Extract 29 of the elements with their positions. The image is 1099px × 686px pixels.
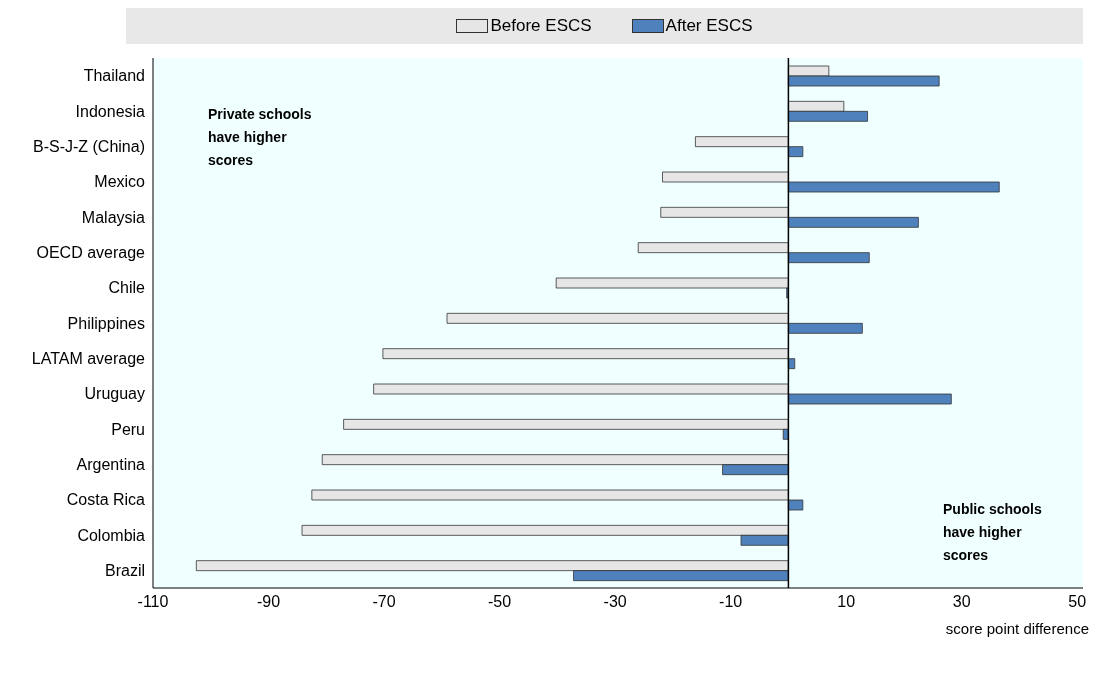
x-tick-label: 30 [952,593,971,611]
y-tick-label: LATAM average [31,350,146,368]
y-tick-label: Uruguay [84,385,145,403]
y-tick-label: B-S-J-Z (China) [32,138,145,156]
x-tick-label: -10 [719,593,743,611]
x-tick-label: -90 [256,593,281,611]
x-tick-label: 50 [1068,593,1087,611]
x-tick-label: -50 [488,593,512,611]
x-tick-label: -110 [137,593,169,611]
y-tick-label: Costa Rica [66,491,146,509]
y-tick-label: Chile [108,279,146,297]
y-tick-label: Philippines [67,314,145,332]
y-tick-label: Colombia [77,526,146,544]
y-tick-label: Thailand [83,67,145,85]
legend-label: Before ESCS [490,16,592,36]
y-tick-label: Mexico [94,173,146,191]
y-tick-label: Indonesia [75,102,146,120]
legend-label: After ESCS [665,16,753,36]
y-tick-label: OECD average [36,244,146,262]
y-tick-label: Argentina [76,456,146,474]
x-tick-label: -70 [372,593,396,611]
x-tick-label: 10 [837,593,856,611]
x-axis-title: score point difference [945,620,1089,637]
y-tick-label: Brazil [104,562,145,580]
annotation: Private schools have higher scores [208,105,313,170]
y-tick-label: Peru [111,420,145,438]
annotation: Public schools have higher scores [943,500,1043,565]
x-tick-label: -30 [603,593,627,611]
y-tick-label: Malaysia [81,208,146,226]
